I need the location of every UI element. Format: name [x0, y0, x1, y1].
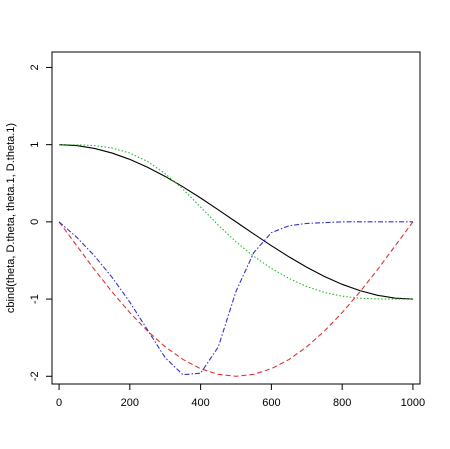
series-line-1	[59, 144, 413, 300]
y-tick-label: -1	[29, 294, 41, 304]
series-line-3	[59, 144, 413, 300]
x-axis: 0 200 400 600 800 1000	[56, 383, 425, 409]
x-tick-label: 200	[121, 397, 139, 409]
series-line-2	[58, 221, 414, 377]
x-tick-label: 1000	[401, 397, 425, 409]
y-tick-label: 2	[29, 64, 41, 70]
series-line-4	[58, 221, 413, 376]
x-tick-label: 800	[333, 397, 351, 409]
x-tick-label: 400	[191, 397, 209, 409]
y-tick-label: 0	[29, 219, 41, 225]
y-axis-title: cbind(theta, D.theta, theta.1, D.theta.1…	[5, 123, 17, 313]
x-tick-label: 0	[56, 397, 62, 409]
plot-series	[58, 144, 414, 377]
y-axis: -2 -1 0 1 2	[29, 64, 52, 381]
y-tick-label: -2	[29, 371, 41, 381]
plot-frame	[51, 51, 421, 385]
x-tick-label: 600	[262, 397, 280, 409]
y-tick-label: 1	[29, 142, 41, 148]
